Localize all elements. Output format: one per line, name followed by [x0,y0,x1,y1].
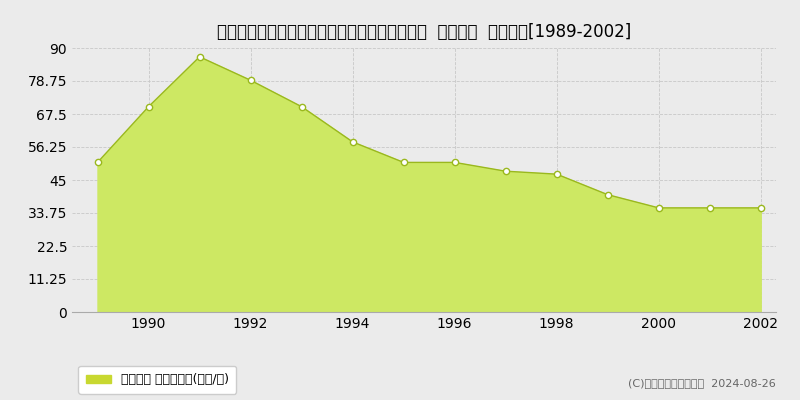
Legend: 地価公示 平均坪単価(万円/坪): 地価公示 平均坪単価(万円/坪) [78,366,236,394]
Title: 北海道札幌市中央区北９条西１８丁目２番１外  地価公示  地価推移[1989-2002]: 北海道札幌市中央区北９条西１８丁目２番１外 地価公示 地価推移[1989-200… [217,23,631,41]
Text: (C)土地価格ドットコム  2024-08-26: (C)土地価格ドットコム 2024-08-26 [628,378,776,388]
